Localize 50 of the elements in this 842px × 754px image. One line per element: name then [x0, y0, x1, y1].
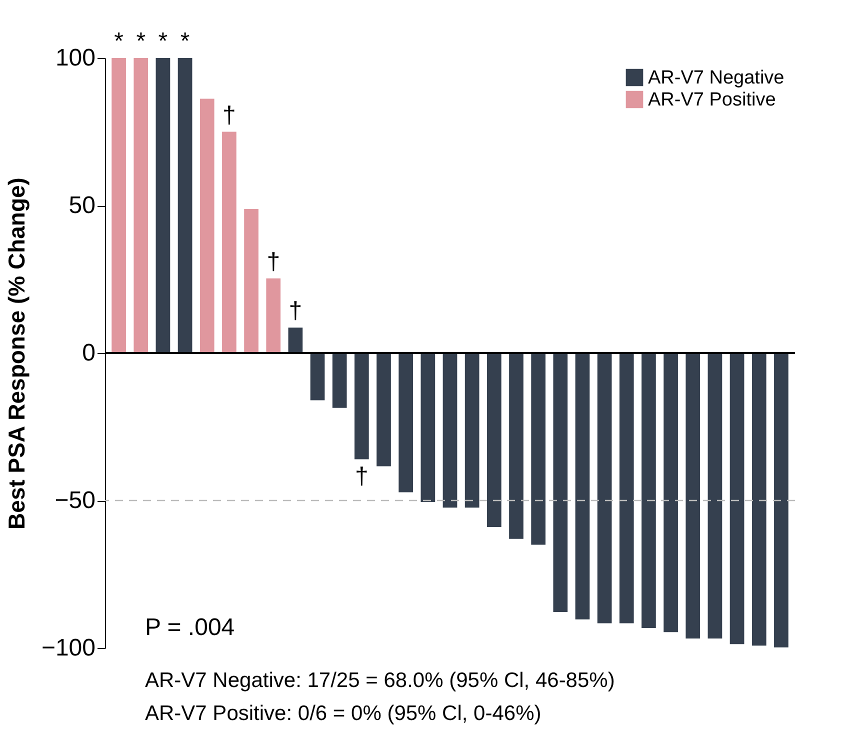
bar	[619, 353, 634, 624]
bar	[200, 98, 214, 353]
bar	[531, 353, 546, 545]
bar	[288, 328, 303, 353]
bar	[708, 353, 722, 639]
bar	[156, 58, 170, 353]
data-label: *	[136, 28, 146, 55]
legend-label: AR-V7 Positive	[648, 90, 776, 110]
bar	[686, 353, 700, 639]
bar	[134, 58, 148, 353]
bar	[575, 353, 590, 620]
bar	[112, 58, 126, 353]
y-tick-label: −50	[54, 487, 96, 514]
bar	[398, 353, 414, 492]
data-label: †	[288, 298, 302, 325]
bar	[222, 132, 236, 353]
y-tick-label: 100	[55, 44, 96, 72]
data-label: *	[114, 28, 124, 55]
bar	[464, 353, 480, 508]
bar	[553, 353, 568, 612]
data-label: *	[158, 28, 168, 55]
bar	[509, 353, 524, 539]
text: AR-V7 Negative: 17/25 = 68.0% (95% Cl, 46-85%)	[145, 669, 615, 692]
y-tick-label: 50	[68, 192, 96, 219]
bar	[178, 58, 192, 353]
bar	[664, 353, 678, 632]
y-axis-title: Best PSA Response (% Change)	[3, 178, 30, 530]
bar	[774, 353, 788, 648]
data-label: †	[355, 463, 368, 490]
bar	[730, 353, 744, 644]
bar	[332, 353, 347, 408]
bar	[642, 353, 656, 628]
data-label: †	[266, 248, 280, 276]
y-tick-label: −100	[41, 634, 96, 662]
text: AR-V7 Positive: 0/6 = 0% (95% Cl, 0-46%)	[145, 702, 542, 725]
bar	[486, 353, 502, 528]
bar	[420, 353, 436, 502]
bar	[376, 353, 391, 466]
legend-label: AR-V7 Negative	[648, 68, 784, 88]
bar	[442, 353, 458, 508]
data-label: *	[180, 28, 190, 55]
bar	[310, 353, 325, 400]
bar	[244, 209, 258, 353]
bar	[597, 353, 612, 624]
data-label: †	[222, 102, 236, 129]
annotation: P = .004	[145, 614, 235, 641]
bar	[266, 278, 281, 353]
y-tick-label: 0	[82, 340, 96, 366]
bar	[354, 353, 369, 460]
bar	[752, 353, 766, 646]
